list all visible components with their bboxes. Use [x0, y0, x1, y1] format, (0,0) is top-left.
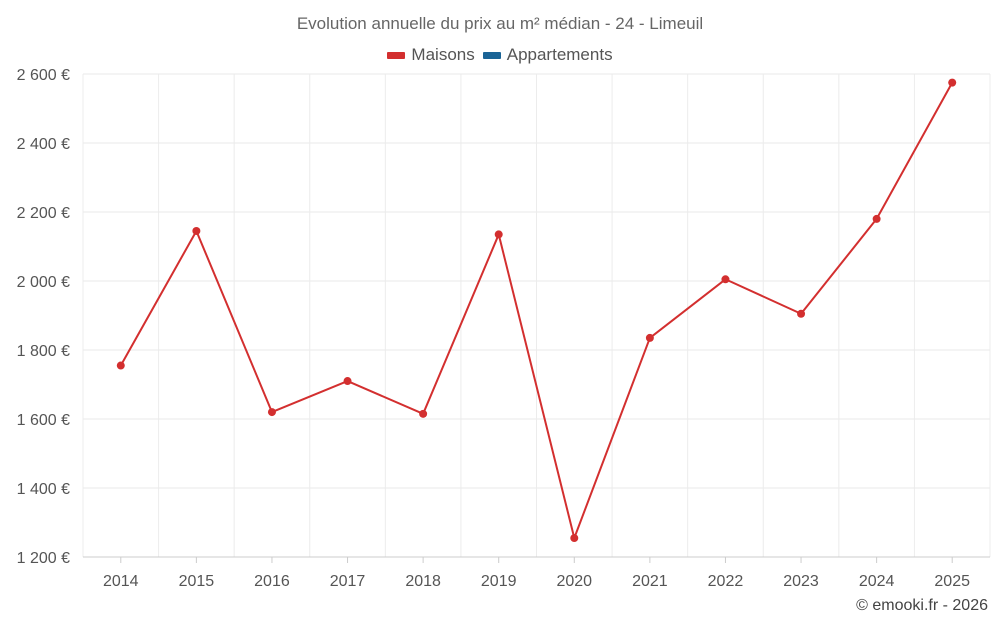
x-tick-label: 2024	[859, 573, 895, 590]
x-tick-label: 2025	[934, 573, 970, 590]
data-point	[797, 309, 806, 318]
x-tick-label: 2015	[179, 573, 215, 590]
data-point	[872, 214, 881, 223]
data-point	[948, 78, 957, 87]
data-point	[116, 361, 125, 370]
data-point	[721, 275, 730, 284]
x-tick-label: 2016	[254, 573, 290, 590]
y-tick-label: 1 800 €	[17, 343, 70, 360]
x-tick-label: 2023	[783, 573, 819, 590]
x-tick-label: 2020	[556, 573, 592, 590]
legend-item-appartements[interactable]: Appartements	[482, 45, 613, 65]
series-line-maisons	[119, 82, 954, 540]
legend-item-maisons[interactable]: Maisons	[387, 45, 475, 65]
data-point	[419, 409, 428, 418]
data-point	[570, 534, 579, 543]
credit-text: © emooki.fr - 2026	[856, 597, 988, 614]
y-tick-label: 1 400 €	[17, 481, 70, 498]
legend-label-maisons: Maisons	[411, 45, 475, 64]
x-tick-label: 2021	[632, 573, 668, 590]
y-tick-label: 2 000 €	[17, 274, 70, 291]
data-point	[343, 377, 352, 386]
legend: Maisons Appartements	[0, 45, 1000, 65]
y-tick-label: 1 200 €	[17, 550, 70, 567]
y-tick-label: 2 200 €	[17, 205, 70, 222]
data-point	[192, 226, 201, 235]
legend-swatch-maisons	[387, 51, 406, 59]
data-point	[494, 230, 503, 239]
y-tick-label: 2 600 €	[17, 67, 70, 84]
data-point	[645, 333, 654, 342]
legend-label-appartements: Appartements	[506, 45, 613, 64]
y-tick-label: 2 400 €	[17, 136, 70, 153]
x-tick-label: 2017	[330, 573, 366, 590]
legend-swatch-appartements	[482, 51, 501, 59]
x-tick-label: 2022	[708, 573, 744, 590]
x-tick-label: 2018	[405, 573, 441, 590]
data-point	[267, 408, 276, 417]
y-tick-label: 1 600 €	[17, 412, 70, 429]
chart-title: Evolution annuelle du prix au m² médian …	[296, 14, 704, 33]
x-tick-label: 2014	[103, 573, 139, 590]
x-tick-label: 2019	[481, 573, 517, 590]
